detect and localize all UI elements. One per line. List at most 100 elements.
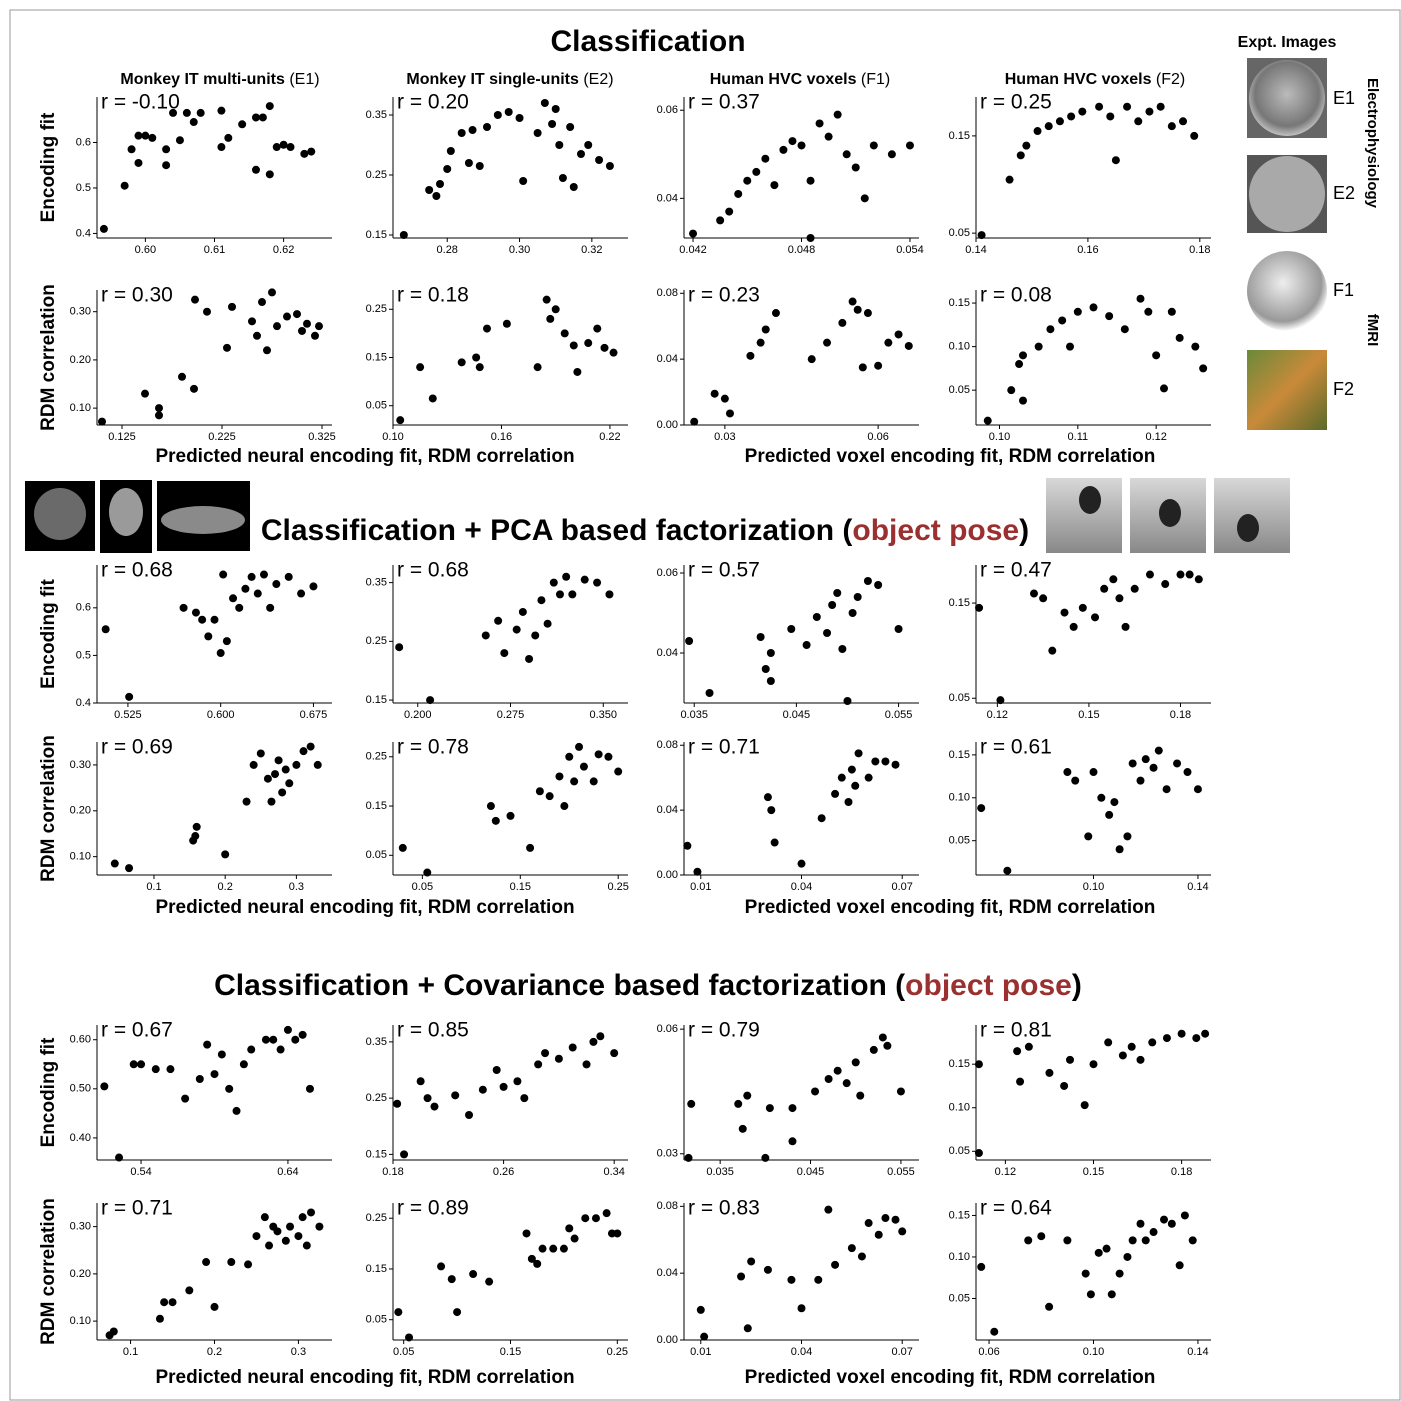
x-tick-label: 0.32 <box>581 244 602 256</box>
point <box>512 625 521 634</box>
point <box>983 416 992 425</box>
point <box>566 123 575 131</box>
point <box>1084 832 1093 841</box>
point <box>1063 768 1072 777</box>
point <box>540 99 549 107</box>
point <box>584 141 593 149</box>
y-tick-label: 0.00 <box>657 869 678 881</box>
y-tick-label: 0.30 <box>70 306 91 318</box>
point <box>756 633 765 641</box>
x-tick-label: 0.11 <box>1068 431 1089 443</box>
thumbnail <box>1159 499 1181 527</box>
point <box>1180 1211 1189 1220</box>
point <box>1162 1034 1171 1043</box>
y-tick-label: 0.25 <box>366 1092 387 1104</box>
x-tick-label: 0.10 <box>1083 881 1104 893</box>
point <box>299 747 308 756</box>
heading-name: Human HVC voxels <box>1005 71 1152 88</box>
y-tick-label: 0.05 <box>366 849 387 861</box>
point <box>416 363 425 372</box>
point <box>1185 570 1194 579</box>
point <box>595 156 604 164</box>
point <box>580 575 589 584</box>
y-tick-label: 0.15 <box>366 1148 387 1160</box>
image-label: E1 <box>1333 88 1355 108</box>
y-tick-label: 0.4 <box>76 697 91 709</box>
point <box>100 1082 109 1091</box>
x-tick-label: 0.18 <box>1171 1166 1192 1178</box>
x-axis-label: Predicted voxel encoding fit, RDM correl… <box>745 446 1156 467</box>
point <box>267 797 276 806</box>
y-tick-label: 0.20 <box>70 805 91 817</box>
point <box>204 632 213 641</box>
x-tick-label: 0.18 <box>1189 244 1210 256</box>
heading-code: (F1) <box>861 71 890 88</box>
heading-code: (E2) <box>583 71 613 88</box>
x-tick-label: 0.1 <box>146 881 161 893</box>
x-axis-label: Predicted neural encoding fit, RDM corre… <box>155 897 574 918</box>
point <box>286 1222 295 1231</box>
x-tick-label: 0.06 <box>978 1346 999 1358</box>
point <box>423 868 432 877</box>
point <box>281 1236 290 1245</box>
point <box>1136 776 1145 785</box>
point <box>253 331 261 340</box>
point <box>1078 603 1087 612</box>
x-tick-label: 0.25 <box>607 881 628 893</box>
column-heading: Human HVC voxels (F2) <box>1005 71 1186 88</box>
y-tick-label: 0.08 <box>657 287 678 299</box>
point <box>506 811 515 820</box>
point <box>527 1254 536 1263</box>
point <box>823 338 832 347</box>
point <box>696 1305 705 1314</box>
annotation: r = 0.78 <box>397 736 469 759</box>
annotation: r = 0.83 <box>688 1197 760 1220</box>
y-tick-label: 0.6 <box>76 602 91 614</box>
point <box>560 802 569 811</box>
annotation: r = 0.71 <box>688 736 760 759</box>
point <box>520 1094 529 1103</box>
point <box>393 1099 402 1108</box>
y-tick-label: 0.15 <box>366 351 387 363</box>
point <box>1107 1290 1116 1299</box>
point <box>522 1229 531 1238</box>
point <box>216 649 225 658</box>
point <box>281 765 290 774</box>
point <box>305 1084 314 1093</box>
title-part: ) <box>1019 514 1029 547</box>
x-tick-label: 0.325 <box>308 431 336 443</box>
point <box>1145 570 1154 579</box>
point <box>125 864 134 873</box>
point <box>593 324 602 333</box>
point <box>854 749 863 758</box>
y-tick-label: 0.15 <box>366 800 387 812</box>
point <box>797 859 806 868</box>
x-tick-label: 0.30 <box>509 244 530 256</box>
point <box>537 596 546 605</box>
point <box>223 343 231 352</box>
point <box>307 147 316 156</box>
y-tick-label: 0.50 <box>70 1083 91 1095</box>
point <box>265 102 274 111</box>
y-tick-label: 0.25 <box>366 1212 387 1224</box>
point <box>494 616 503 625</box>
x-tick-label: 0.16 <box>491 431 512 443</box>
point <box>853 305 862 314</box>
point <box>1145 107 1154 116</box>
point <box>761 1153 770 1162</box>
x-tick-label: 0.14 <box>1187 881 1208 893</box>
point <box>573 367 582 376</box>
x-tick-label: 0.12 <box>1145 431 1166 443</box>
point <box>148 133 157 142</box>
y-tick-label: 0.05 <box>366 1314 387 1326</box>
y-tick-label: 0.10 <box>949 341 970 353</box>
point <box>120 181 129 190</box>
point <box>443 165 452 173</box>
annotation: r = 0.67 <box>101 1019 173 1042</box>
point <box>1069 622 1078 631</box>
y-tick-label: 0.08 <box>657 1200 678 1212</box>
point <box>1188 1236 1197 1245</box>
y-tick-label: 0.15 <box>949 749 970 761</box>
point <box>298 1213 307 1222</box>
point <box>851 1058 860 1067</box>
